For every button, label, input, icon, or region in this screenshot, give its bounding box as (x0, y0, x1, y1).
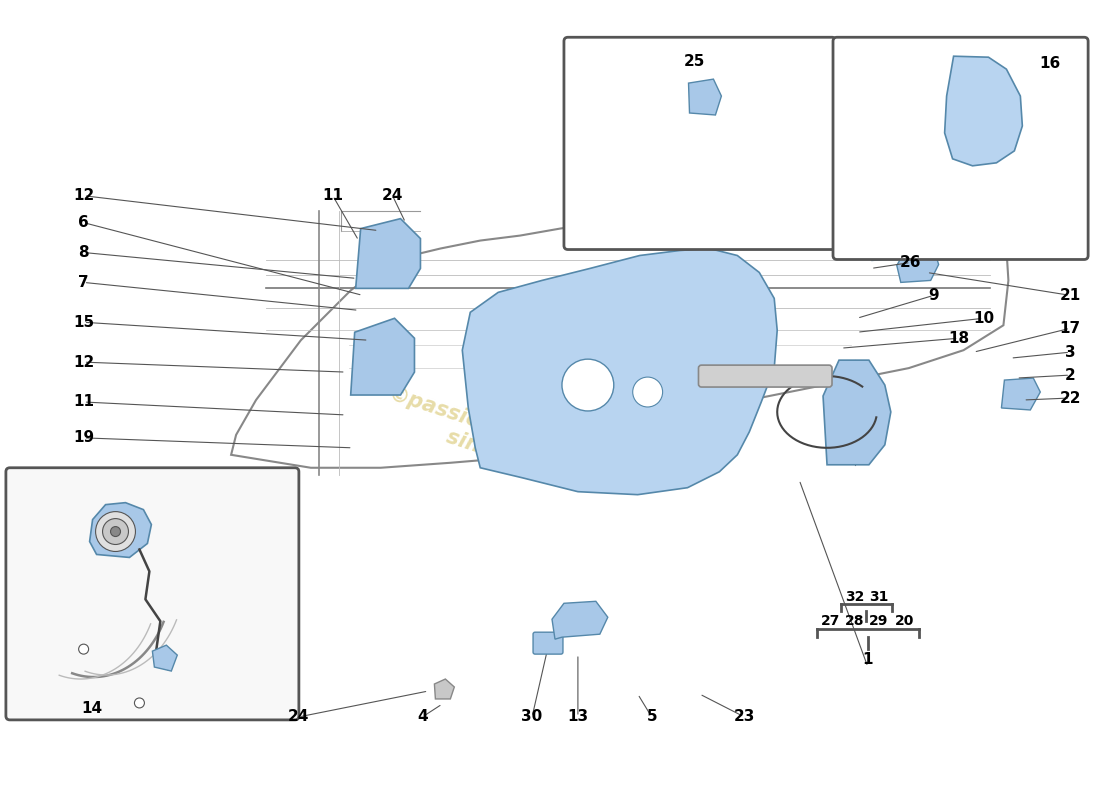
Text: 21: 21 (1059, 288, 1081, 303)
Text: 26: 26 (900, 255, 922, 270)
Circle shape (632, 377, 662, 407)
Text: 20: 20 (895, 614, 914, 628)
Text: 11: 11 (73, 394, 95, 410)
FancyBboxPatch shape (534, 632, 563, 654)
Text: 3: 3 (1065, 345, 1076, 360)
Text: 9: 9 (928, 288, 939, 303)
Text: 7: 7 (78, 275, 89, 290)
Circle shape (96, 512, 135, 551)
Circle shape (110, 526, 121, 537)
Text: 5: 5 (647, 710, 657, 724)
Polygon shape (434, 679, 454, 699)
Circle shape (102, 518, 129, 545)
Text: 22: 22 (1059, 390, 1081, 406)
Polygon shape (153, 645, 177, 671)
Polygon shape (351, 318, 415, 395)
Text: 24: 24 (288, 710, 309, 724)
Text: 29: 29 (869, 614, 889, 628)
FancyBboxPatch shape (564, 38, 836, 250)
FancyBboxPatch shape (6, 468, 299, 720)
Text: 30: 30 (521, 710, 542, 724)
Text: 13: 13 (568, 710, 588, 724)
Text: 12: 12 (73, 188, 95, 203)
Text: 1: 1 (862, 651, 873, 666)
Text: 15: 15 (73, 314, 95, 330)
Text: 4: 4 (417, 710, 428, 724)
Text: 18: 18 (948, 330, 969, 346)
Polygon shape (462, 249, 778, 494)
Polygon shape (868, 233, 906, 261)
Polygon shape (823, 360, 891, 465)
Polygon shape (896, 249, 938, 282)
Polygon shape (89, 502, 152, 558)
Text: 23: 23 (734, 710, 755, 724)
Text: 27: 27 (822, 614, 840, 628)
Text: 31: 31 (869, 590, 889, 604)
Circle shape (78, 644, 89, 654)
Polygon shape (1001, 378, 1041, 410)
Text: 32: 32 (845, 590, 865, 604)
Text: 14: 14 (81, 702, 102, 717)
Text: 11: 11 (322, 188, 343, 203)
Circle shape (562, 359, 614, 411)
Circle shape (134, 698, 144, 708)
Text: 25: 25 (684, 54, 705, 69)
Text: 19: 19 (73, 430, 95, 446)
Text: 2: 2 (1065, 367, 1076, 382)
Text: 8: 8 (78, 245, 89, 260)
Text: 28: 28 (845, 614, 865, 628)
Polygon shape (355, 218, 420, 288)
Polygon shape (552, 602, 608, 639)
Text: 6: 6 (78, 215, 89, 230)
FancyBboxPatch shape (698, 365, 832, 387)
Text: 10: 10 (972, 310, 994, 326)
Text: 16: 16 (1040, 56, 1060, 70)
Polygon shape (945, 56, 1022, 166)
Text: ©passionforparts.com
since 1989: ©passionforparts.com since 1989 (378, 384, 642, 506)
Text: 12: 12 (73, 354, 95, 370)
Text: 17: 17 (1059, 321, 1080, 336)
FancyBboxPatch shape (833, 38, 1088, 259)
Polygon shape (689, 79, 722, 115)
Text: 24: 24 (382, 188, 404, 203)
